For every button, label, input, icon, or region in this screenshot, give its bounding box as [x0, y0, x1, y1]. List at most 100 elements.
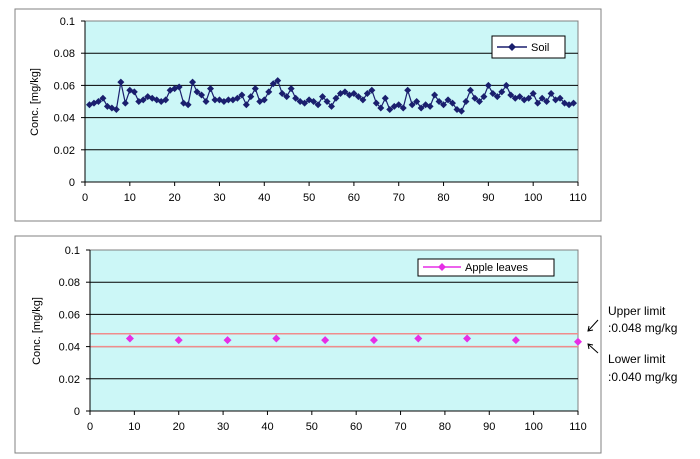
soil-data-point: [462, 98, 470, 105]
apple-reference-lines: [90, 332, 578, 348]
soil-data-point: [417, 104, 425, 112]
soil-data-point: [547, 89, 555, 97]
apple-y-tick-label: 0.06: [59, 309, 80, 321]
soil-data-point: [372, 99, 380, 107]
apple-x-tick-label: 100: [524, 421, 542, 433]
soil-data-point: [480, 93, 488, 101]
soil-data-point: [130, 88, 138, 96]
soil-data-point: [507, 91, 515, 99]
limit-annotations: Upper limit :0.048 mg/kg Lower limit :0.…: [587, 304, 677, 384]
soil-y-axis-label: Conc. [mg/kg]: [29, 68, 41, 136]
soil-x-tick-label: 50: [303, 192, 315, 204]
apple-y-axis-label: Conc. [mg/kg]: [31, 297, 43, 365]
soil-data-point: [408, 101, 416, 109]
soil-x-tick-label: 20: [169, 192, 181, 204]
soil-data-point: [395, 101, 403, 109]
soil-data-point: [413, 98, 421, 105]
soil-data-point: [404, 86, 412, 94]
soil-data-point: [444, 96, 452, 104]
soil-x-tick-label: 0: [82, 192, 88, 204]
soil-data-point: [466, 86, 474, 94]
apple-legend: Apple leaves: [417, 258, 555, 277]
soil-data-point: [301, 99, 309, 107]
apple-data-point: [321, 336, 330, 345]
lower-limit-label-line1: Lower limit: [608, 352, 666, 366]
upper-limit-label-line2: :0.048 mg/kg: [608, 321, 677, 335]
apple-series: [125, 334, 582, 346]
soil-data-point: [319, 93, 327, 101]
soil-data-point: [233, 94, 241, 102]
soil-data-point: [449, 99, 457, 107]
apple-data-point: [369, 336, 378, 345]
apple-data-point: [125, 334, 134, 343]
soil-y-tick-label: 0.02: [54, 145, 75, 157]
lower-limit-label-line2: :0.040 mg/kg: [608, 370, 677, 384]
soil-data-point: [292, 94, 300, 102]
soil-y-tick-label: 0.04: [54, 113, 75, 125]
apple-x-tick-label: 90: [483, 421, 495, 433]
soil-x-tick-label: 100: [524, 192, 542, 204]
soil-x-tick-label: 80: [437, 192, 449, 204]
apple-x-tick-label: 20: [173, 421, 185, 433]
soil-legend-label: Soil: [531, 42, 549, 54]
soil-data-point: [278, 89, 286, 97]
soil-data-point: [440, 101, 448, 109]
soil-data-point: [117, 78, 125, 86]
soil-data-point: [189, 78, 197, 86]
soil-data-point: [363, 89, 371, 97]
soil-data-point: [328, 102, 335, 110]
soil-data-point: [310, 98, 318, 105]
soil-x-tick-label: 40: [258, 192, 270, 204]
soil-data-point: [475, 98, 483, 105]
soil-data-point: [193, 88, 201, 96]
soil-data-point: [211, 96, 219, 104]
soil-data-point: [283, 93, 291, 101]
soil-data-point: [162, 96, 170, 104]
apple-data-point: [223, 336, 232, 345]
soil-y-tick-label: 0.1: [60, 16, 75, 28]
soil-data-point: [121, 99, 129, 107]
soil-y-tick-label: 0.06: [54, 80, 75, 92]
soil-data-point: [457, 107, 465, 115]
soil-data-point: [112, 106, 120, 114]
soil-data-point: [287, 85, 295, 93]
apple-y-tick-label: 0: [74, 406, 80, 418]
apple-x-tick-label: 0: [87, 421, 93, 433]
soil-data-point: [224, 96, 232, 104]
apple-y-tick-label: 0.08: [59, 277, 80, 289]
apple-y-tick-label: 0.04: [59, 342, 80, 354]
soil-data-point: [381, 94, 389, 102]
upper-limit-arrow: [587, 319, 599, 332]
soil-x-tick-label: 60: [348, 192, 360, 204]
apple-data-point: [511, 336, 520, 345]
soil-axes: [84, 21, 578, 183]
soil-data-point: [556, 94, 564, 102]
soil-data-point: [538, 94, 546, 102]
soil-chart: 0 0.02 0.04 0.06 0.08 0.1 0 10 20 30 40 50 60 70 80 90…: [14, 8, 602, 222]
soil-legend: Soil: [491, 35, 566, 59]
soil-x-tick-label: 30: [213, 192, 225, 204]
soil-legend-marker: [508, 43, 516, 51]
soil-data-point: [260, 96, 268, 104]
soil-data-point: [484, 81, 492, 89]
soil-x-tick-label: 90: [482, 192, 494, 204]
soil-data-point: [502, 81, 510, 89]
soil-data-point: [247, 93, 255, 101]
soil-data-point: [198, 91, 206, 99]
apple-x-tick-label: 110: [569, 421, 587, 433]
apple-data-point: [174, 336, 183, 345]
apple-data-point: [272, 334, 281, 343]
apple-plot-area: [89, 249, 579, 412]
soil-data-point: [238, 91, 246, 99]
soil-data-point: [431, 91, 439, 99]
soil-data-point: [435, 98, 443, 105]
apple-x-tick-label: 70: [394, 421, 406, 433]
apple-x-tick-label: 60: [350, 421, 362, 433]
soil-data-point: [341, 88, 349, 96]
soil-y-tick-label: 0.08: [54, 48, 75, 60]
apple-legend-label: Apple leaves: [465, 262, 528, 274]
soil-data-point: [359, 96, 367, 104]
soil-data-point: [242, 101, 250, 109]
soil-data-point: [94, 98, 102, 105]
